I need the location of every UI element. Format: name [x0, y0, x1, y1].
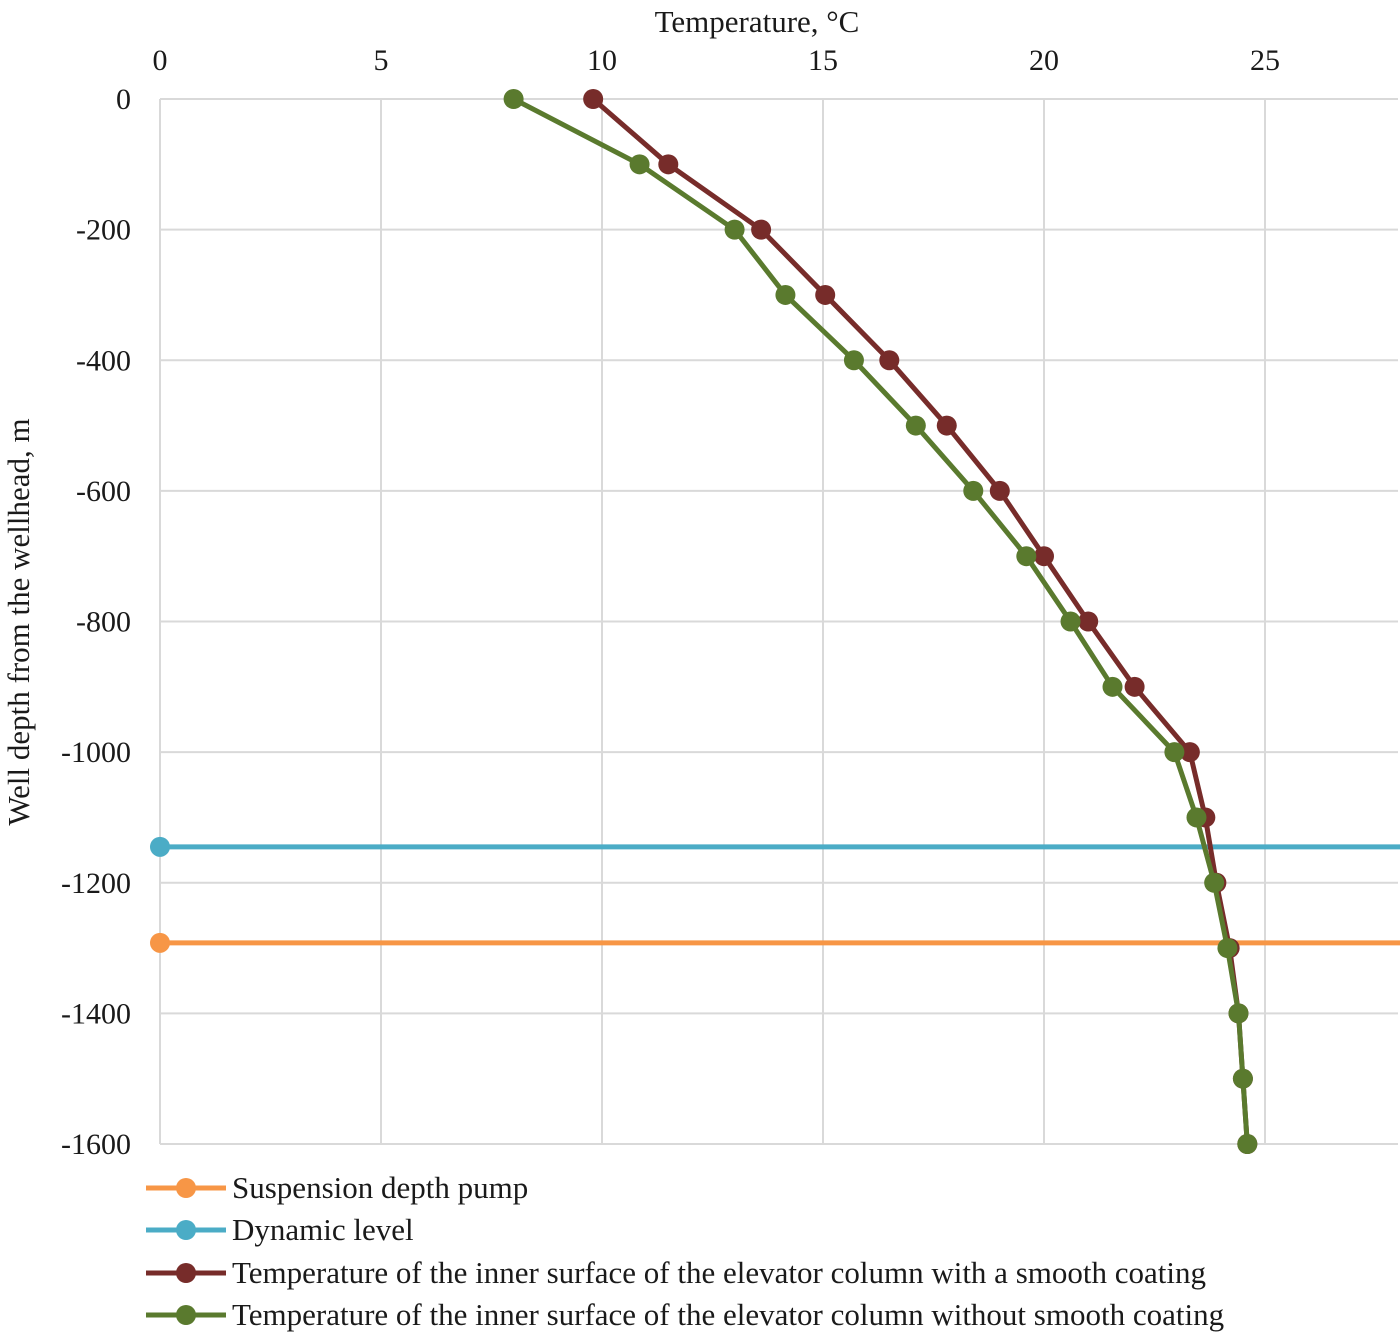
series-4-point: [503, 89, 524, 109]
y-tick-label: -600: [76, 475, 131, 508]
series-4-point: [843, 350, 864, 371]
legend-swatch-marker: [176, 1263, 196, 1283]
series-4-point: [1228, 1003, 1249, 1024]
series-3-point: [936, 415, 957, 436]
legend-item: Dynamic level: [146, 1212, 414, 1247]
series-4-point: [1204, 872, 1225, 893]
legend-item: Temperature of the inner surface of the …: [146, 1297, 1224, 1332]
x-tick-labels: 0 5 10 15 20 25: [153, 44, 1281, 77]
series-3-point: [583, 89, 604, 109]
series-4-point: [963, 480, 984, 501]
x-tick-label: 5: [374, 44, 389, 77]
legend-label: Dynamic level: [232, 1212, 414, 1247]
series-4-point: [1102, 676, 1123, 697]
series-3-point: [1034, 546, 1054, 567]
series-3-point: [751, 219, 772, 240]
y-tick-label: -1000: [61, 736, 131, 769]
series-4-point: [1186, 807, 1207, 828]
series-3-point: [1078, 611, 1099, 632]
legend-label: Temperature of the inner surface of the …: [232, 1297, 1224, 1332]
series: [150, 89, 1400, 1154]
series-4-point: [775, 284, 796, 305]
x-tick-label: 0: [153, 44, 168, 77]
series-4-point: [1164, 742, 1185, 763]
series-4-point: [629, 154, 650, 175]
y-tick-label: -400: [76, 344, 131, 377]
series-3-point: [989, 480, 1010, 501]
series-3-point: [815, 284, 836, 305]
series-4-point: [1217, 938, 1238, 959]
legend-item: Suspension depth pump: [146, 1170, 528, 1205]
series-4-point: [1232, 1068, 1253, 1089]
y-tick-label: -1400: [61, 997, 131, 1030]
legend-swatch-marker: [176, 1305, 196, 1325]
x-tick-label: 25: [1250, 44, 1280, 77]
y-tick-label: -800: [76, 606, 131, 639]
series-4-point: [1016, 546, 1037, 567]
series-3-point: [658, 154, 679, 175]
series-4-point: [724, 219, 745, 240]
x-tick-label: 15: [808, 44, 838, 77]
series-4-point: [1237, 1134, 1258, 1154]
series-3-point: [1124, 676, 1145, 697]
series-4-point: [905, 415, 926, 436]
series-3-point: [879, 350, 900, 371]
legend-swatch-marker: [176, 1178, 196, 1198]
x-axis-title: Temperature, °C: [655, 4, 860, 39]
series-3-point: [1179, 742, 1200, 763]
series-4-point: [1060, 611, 1081, 632]
y-tick-labels: 0 -200 -400 -600 -800 -1000 -1200 -1400 -1600: [61, 83, 131, 1161]
series-1-point: [150, 932, 170, 953]
grid: [159, 98, 1398, 1145]
series-2-point: [150, 836, 170, 857]
legend-item: Temperature of the inner surface of the …: [146, 1255, 1206, 1290]
legend-label: Suspension depth pump: [232, 1170, 528, 1205]
y-tick-label: 0: [116, 83, 131, 116]
x-tick-label: 20: [1029, 44, 1059, 77]
y-tick-label: -1200: [61, 867, 131, 900]
y-tick-label: -200: [76, 214, 131, 247]
y-axis-title: Well depth from the wellhead, m: [1, 418, 36, 825]
legend-swatch-marker: [176, 1220, 196, 1240]
y-tick-label: -1600: [61, 1128, 131, 1161]
legend: Suspension depth pump Dynamic level Temper…: [146, 1170, 1224, 1332]
x-tick-label: 10: [587, 44, 617, 77]
legend-label: Temperature of the inner surface of the …: [232, 1255, 1206, 1290]
